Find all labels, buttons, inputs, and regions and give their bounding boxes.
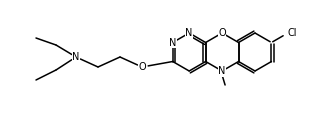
Text: Cl: Cl	[287, 29, 296, 38]
Text: O: O	[138, 62, 146, 72]
Text: O: O	[218, 28, 226, 38]
Text: N: N	[169, 38, 177, 47]
Text: N: N	[186, 28, 193, 38]
Text: N: N	[72, 52, 80, 62]
Text: N: N	[218, 66, 226, 76]
